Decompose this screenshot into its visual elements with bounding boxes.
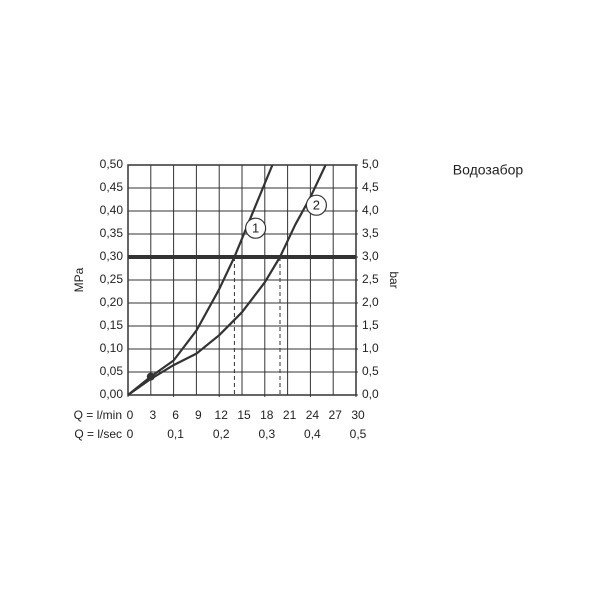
x-tick-label: 3 <box>149 408 156 422</box>
x-tick-label: 27 <box>329 408 343 422</box>
x2-tick-label: 0,1 <box>167 427 184 441</box>
y2-tick-label: 0,0 <box>362 387 379 401</box>
x2-tick-label: 0,2 <box>213 427 230 441</box>
x-tick-label: 21 <box>283 408 297 422</box>
curve-label-circle <box>305 194 327 216</box>
y2-axis-label: bar <box>387 271 401 288</box>
y-tick-label: 0,15 <box>100 318 124 332</box>
y-tick-label: 0,40 <box>100 203 124 217</box>
x-tick-label: 18 <box>260 408 274 422</box>
x2-tick-label: 0,4 <box>304 427 321 441</box>
y2-tick-label: 0,5 <box>362 364 379 378</box>
x-tick-label: 15 <box>237 408 251 422</box>
x2-tick-label: 0 <box>127 427 134 441</box>
y-tick-label: 0,50 <box>100 157 124 171</box>
y-tick-label: 0,30 <box>100 249 124 263</box>
y2-tick-label: 3,0 <box>362 249 379 263</box>
y-tick-label: 0,35 <box>100 226 124 240</box>
y2-tick-label: 5,0 <box>362 157 379 171</box>
y-tick-label: 0,45 <box>100 180 124 194</box>
y-tick-label: 0,05 <box>100 364 124 378</box>
y2-tick-label: 1,5 <box>362 318 379 332</box>
legend-label: 1 <box>252 221 259 236</box>
x-tick-label: 6 <box>172 408 179 422</box>
x-tick-label: 12 <box>215 408 229 422</box>
y-tick-label: 0,10 <box>100 341 124 355</box>
x2-tick-label: 0,5 <box>350 427 367 441</box>
curve-label-circle <box>245 217 267 239</box>
y-tick-label: 0,20 <box>100 295 124 309</box>
chart-title: Водозабор <box>453 162 524 178</box>
x-tick-label: 30 <box>351 408 365 422</box>
x-tick-label: 0 <box>127 408 134 422</box>
data-point <box>146 372 155 381</box>
y-tick-label: 0,25 <box>100 272 124 286</box>
curve <box>127 164 327 396</box>
x-tick-label: 24 <box>306 408 320 422</box>
y-tick-label: 0,00 <box>100 387 124 401</box>
y2-tick-label: 2,0 <box>362 295 379 309</box>
x-tick-label: 9 <box>195 408 202 422</box>
y2-tick-label: 1,0 <box>362 341 379 355</box>
y2-tick-label: 3,5 <box>362 226 379 240</box>
y2-tick-label: 4,5 <box>362 180 379 194</box>
y2-tick-label: 2,5 <box>362 272 379 286</box>
y-axis-label: MPa <box>72 267 86 292</box>
x2-row-label: Q = l/sec <box>74 427 122 441</box>
y2-tick-label: 4,0 <box>362 203 379 217</box>
legend-label: 2 <box>313 198 320 213</box>
plot-border <box>127 164 357 396</box>
x2-tick-label: 0,3 <box>258 427 275 441</box>
x-row-label: Q = l/min <box>74 408 122 422</box>
